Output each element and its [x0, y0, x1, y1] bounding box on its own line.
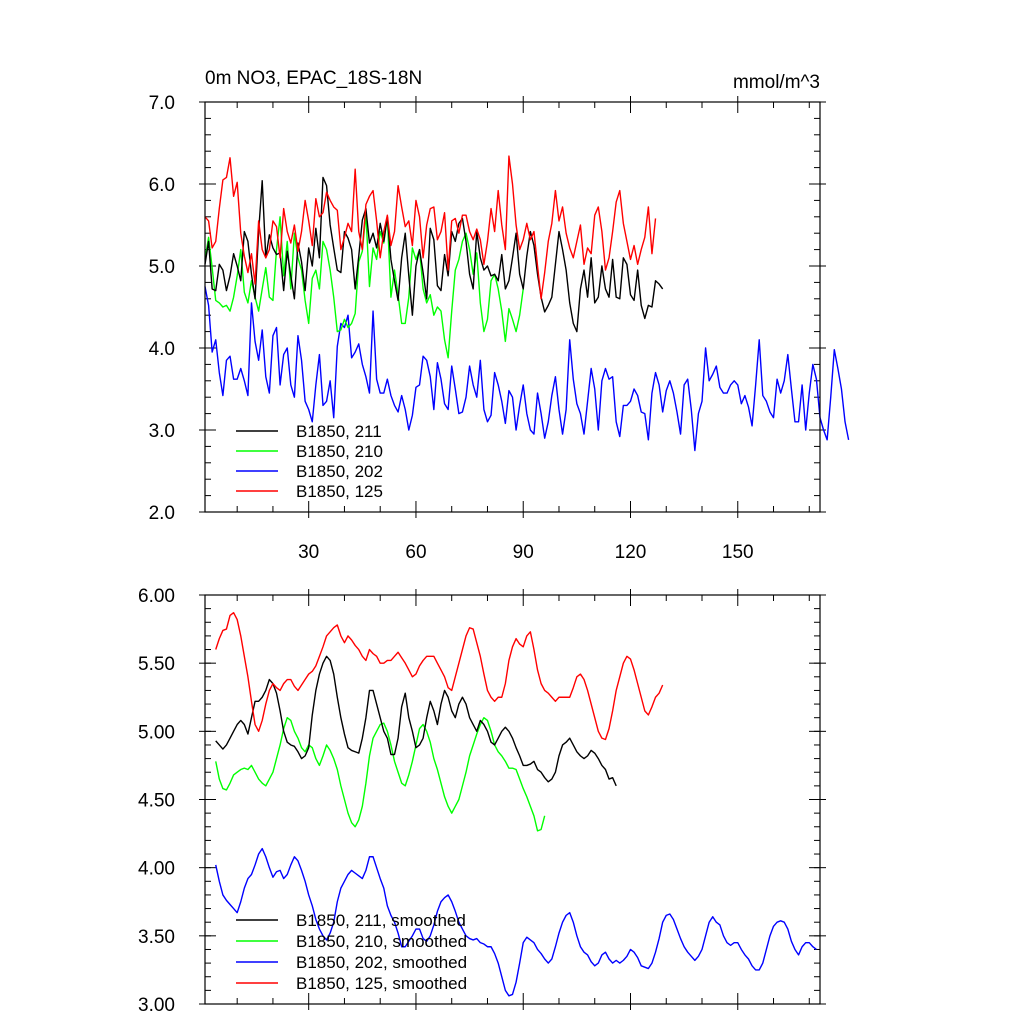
- legend-label: B1850, 125, smoothed: [296, 974, 467, 993]
- bottom-legend: B1850, 211, smoothed B1850, 210, smoothed…: [236, 911, 467, 993]
- legend-label: B1850, 211: [296, 422, 382, 441]
- x-tick-label: 90: [513, 542, 534, 563]
- x-tick-label: 120: [615, 542, 647, 563]
- bottom-panel: 3.00 3.50 4.00 4.50 5.00 5.50 6.00 B1850, 211,…: [138, 586, 826, 1016]
- y-tick-label: 4.50: [138, 791, 175, 812]
- y-tick-label: 5.50: [138, 654, 175, 675]
- y-tick-label: 4.0: [149, 339, 175, 360]
- y-tick-label: 4.00: [138, 859, 175, 880]
- y-tick-label: 5.00: [138, 722, 175, 743]
- chart-units-label: mmol/m^3: [733, 72, 820, 93]
- series-line-b1850-125: [204, 155, 657, 300]
- legend-label: B1850, 202: [296, 462, 383, 481]
- chart-title-left: 0m NO3, EPAC_18S-18N: [205, 68, 422, 89]
- series-line-b1850-211-smoothed: [215, 655, 617, 787]
- y-tick-label: 3.00: [138, 995, 175, 1016]
- legend-label: B1850, 210: [296, 442, 383, 461]
- y-tick-label: 2.0: [149, 503, 175, 524]
- y-tick-label: 6.0: [149, 175, 175, 196]
- x-tick-label: 60: [405, 542, 426, 563]
- series-line-b1850-210-smoothed: [215, 717, 546, 832]
- y-tick-label: 3.0: [149, 421, 175, 442]
- y-tick-label: 5.0: [149, 257, 175, 278]
- y-tick-label: 3.50: [138, 927, 175, 948]
- x-tick-label: 150: [722, 542, 754, 563]
- series-line-b1850-125-smoothed: [215, 612, 664, 741]
- top-plot-frame: [204, 101, 821, 513]
- bottom-series-group: [215, 612, 817, 997]
- series-line-b1850-202-smoothed: [215, 847, 817, 997]
- legend-label: B1850, 211, smoothed: [296, 911, 466, 930]
- legend-label: B1850, 125: [296, 482, 383, 501]
- y-tick-label: 6.00: [138, 586, 175, 607]
- x-tick-label: 30: [298, 542, 319, 563]
- series-line-b1850-211: [204, 176, 664, 333]
- series-line-b1850-202: [204, 286, 850, 452]
- bottom-ticks: 3.00 3.50 4.00 4.50 5.00 5.50 6.00: [138, 586, 826, 1016]
- legend-label: B1850, 202, smoothed: [296, 953, 467, 972]
- legend-label: B1850, 210, smoothed: [296, 932, 467, 951]
- y-tick-label: 7.0: [149, 93, 175, 114]
- top-panel: 0m NO3, EPAC_18S-18N mmol/m^3 2.0 3.0 4.0 5…: [149, 68, 850, 563]
- top-series-group: [204, 155, 850, 452]
- top-ticks: 2.0 3.0 4.0 5.0 6.0 7.0 30 60 90 120 150: [149, 93, 826, 563]
- bottom-plot-frame: [204, 594, 821, 1005]
